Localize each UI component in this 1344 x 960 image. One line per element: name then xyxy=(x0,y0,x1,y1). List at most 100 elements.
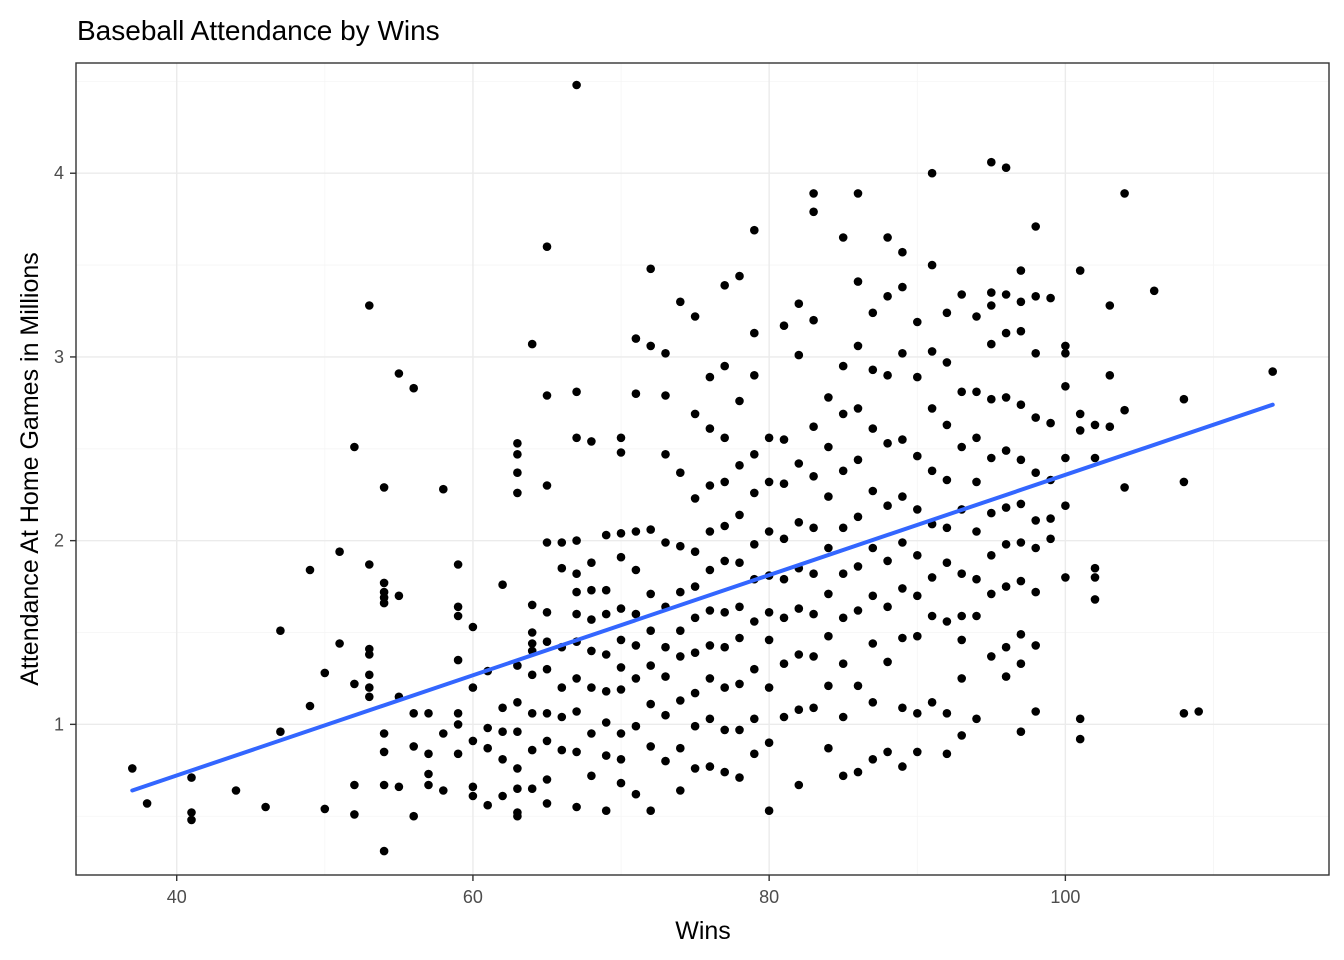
data-point xyxy=(527,628,537,637)
y-tick-label: 1 xyxy=(54,714,64,734)
data-point xyxy=(498,755,507,764)
data-point xyxy=(690,648,700,657)
data-point xyxy=(913,317,922,327)
data-point xyxy=(453,720,463,729)
data-point xyxy=(453,709,463,718)
data-point xyxy=(705,641,715,650)
data-point xyxy=(616,448,626,457)
data-point xyxy=(1001,328,1011,338)
data-point xyxy=(898,247,907,257)
data-point xyxy=(542,799,552,808)
data-point xyxy=(957,731,966,740)
data-point xyxy=(838,466,848,476)
data-point xyxy=(838,569,848,578)
data-point xyxy=(779,613,789,623)
data-point xyxy=(468,782,478,792)
data-point xyxy=(676,696,685,705)
data-point xyxy=(809,523,818,533)
data-point xyxy=(1105,422,1115,432)
data-point xyxy=(853,455,863,465)
data-point xyxy=(868,486,878,496)
x-tick-label: 40 xyxy=(167,887,187,907)
data-point xyxy=(868,755,878,764)
data-point xyxy=(661,642,670,652)
data-point xyxy=(898,538,907,547)
data-point xyxy=(883,657,892,667)
data-point xyxy=(661,450,670,459)
data-point xyxy=(527,784,537,793)
data-point xyxy=(320,804,330,814)
data-point xyxy=(735,725,744,735)
data-point xyxy=(542,664,552,674)
data-point xyxy=(661,391,670,400)
data-point xyxy=(838,712,848,722)
data-point xyxy=(1031,292,1040,301)
data-point xyxy=(365,683,374,692)
data-point xyxy=(572,80,581,90)
data-point xyxy=(305,701,315,711)
data-point xyxy=(557,683,567,692)
data-point xyxy=(601,530,611,540)
data-point xyxy=(764,527,774,536)
data-point xyxy=(972,611,981,621)
data-point xyxy=(690,547,700,556)
data-point xyxy=(483,723,493,733)
data-point xyxy=(735,461,744,470)
data-point xyxy=(942,749,952,759)
data-point xyxy=(1016,576,1026,586)
data-point xyxy=(261,802,270,812)
data-point xyxy=(439,484,448,494)
data-point xyxy=(676,587,685,597)
data-point xyxy=(794,350,804,360)
data-point xyxy=(705,674,715,683)
data-point xyxy=(1061,341,1070,351)
data-point xyxy=(587,585,596,595)
data-point xyxy=(690,721,700,731)
data-point xyxy=(1120,483,1129,492)
x-tick-label: 100 xyxy=(1050,887,1080,907)
data-point xyxy=(1016,659,1026,668)
data-point xyxy=(542,736,552,746)
data-point xyxy=(1120,405,1129,415)
data-point xyxy=(809,315,818,325)
data-point xyxy=(513,811,522,821)
data-point xyxy=(1179,394,1189,404)
data-point xyxy=(439,786,448,795)
data-point xyxy=(913,591,922,601)
data-point xyxy=(409,709,419,718)
data-point xyxy=(616,635,626,645)
data-point xyxy=(987,339,996,349)
data-point xyxy=(676,626,685,635)
data-point xyxy=(661,756,670,766)
data-point xyxy=(809,609,818,619)
data-point xyxy=(838,409,848,419)
data-point xyxy=(631,334,641,343)
data-point xyxy=(587,729,596,738)
data-point xyxy=(587,771,596,781)
data-point xyxy=(927,347,937,356)
data-point xyxy=(898,703,907,713)
data-point xyxy=(913,451,922,461)
data-point xyxy=(779,534,789,544)
data-point xyxy=(187,773,196,782)
data-point xyxy=(883,602,892,612)
data-point xyxy=(883,233,892,242)
data-point xyxy=(335,547,344,556)
data-point xyxy=(1268,367,1277,376)
data-point xyxy=(513,764,522,773)
data-point xyxy=(1061,349,1070,358)
data-point xyxy=(646,661,655,670)
data-point xyxy=(868,591,878,601)
data-point xyxy=(1061,382,1070,391)
data-point xyxy=(764,806,774,815)
data-point xyxy=(883,747,892,757)
data-point xyxy=(735,773,744,782)
data-point xyxy=(1031,707,1040,716)
data-point xyxy=(764,477,774,487)
data-point xyxy=(868,365,878,375)
data-point xyxy=(1075,266,1085,275)
data-point xyxy=(557,745,567,755)
data-point xyxy=(187,815,196,825)
data-point xyxy=(720,642,729,652)
